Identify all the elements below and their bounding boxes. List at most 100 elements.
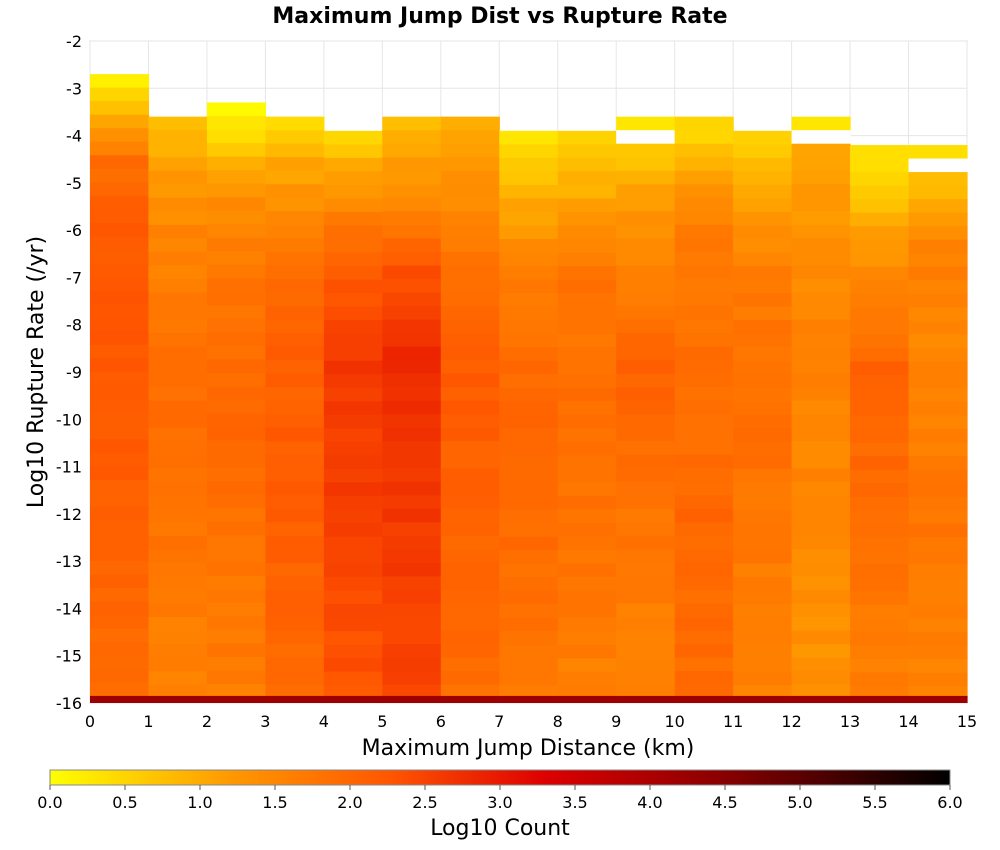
heatmap-cell: [265, 468, 325, 483]
heatmap-cell: [908, 280, 968, 295]
colorbar-ticks: 0.0 0.5 1.0 1.5 2.0 2.5 3.0 3.5 4.0 4.5 5.0 5.5 6.0: [37, 785, 963, 812]
heatmap-cell: [733, 239, 793, 254]
heatmap-cell: [382, 157, 442, 172]
heatmap-cell: [323, 644, 383, 659]
heatmap-cell: [616, 671, 676, 686]
y-tick-label: -8: [66, 316, 82, 335]
heatmap-cell: [382, 278, 442, 294]
heatmap-cell: [323, 333, 383, 348]
heatmap-cell: [616, 346, 676, 361]
heatmap-cell: [791, 319, 851, 334]
heatmap-cell: [908, 550, 968, 565]
heatmap-cell: [850, 456, 910, 471]
heatmap-cell: [791, 387, 851, 402]
colorbar-tick-label: 5.0: [787, 793, 812, 812]
heatmap-cell: [616, 603, 676, 618]
heatmap-cell: [908, 429, 968, 444]
heatmap-cell: [733, 157, 793, 173]
heatmap-cell: [440, 157, 500, 172]
heatmap-cell: [206, 264, 266, 279]
heatmap-cell: [499, 671, 559, 686]
heatmap-cell: [206, 454, 266, 469]
heatmap-cell: [148, 427, 208, 442]
heatmap-cell: [557, 671, 617, 686]
heatmap-cell: [382, 427, 442, 442]
heatmap-cell: [616, 589, 676, 605]
heatmap-cell: [733, 536, 793, 551]
heatmap-cell: [499, 252, 559, 267]
heatmap-cell: [850, 199, 910, 214]
colorbar-label: Log10 Count: [430, 816, 570, 841]
heatmap-cell: [674, 224, 734, 239]
heatmap-cell: [382, 671, 442, 686]
colorbar-tick-label: 0.5: [112, 793, 137, 812]
heatmap-cell: [499, 211, 559, 227]
heatmap-cell: [499, 590, 559, 605]
heatmap-cell: [206, 386, 266, 401]
heatmap-cell: [557, 225, 617, 240]
heatmap-cell: [382, 535, 442, 551]
heatmap-cell: [90, 344, 150, 359]
heatmap-cell: [499, 184, 559, 200]
heatmap-cell: [791, 278, 851, 294]
heatmap-cell: [674, 157, 734, 172]
heatmap-cell: [557, 239, 617, 254]
heatmap-cell: [674, 454, 734, 469]
heatmap-cell: [616, 360, 676, 375]
heatmap-cell: [791, 495, 851, 510]
heatmap-cell: [616, 292, 676, 307]
colorbar-gradient: [49, 769, 951, 786]
heatmap-cell: [206, 494, 266, 509]
heatmap-cell: [908, 307, 968, 322]
heatmap-cell: [206, 481, 266, 496]
heatmap-cell: [616, 238, 676, 253]
heatmap-cell: [850, 685, 910, 697]
heatmap-cell: [206, 278, 266, 293]
heatmap-cell: [616, 454, 676, 469]
heatmap-cell: [440, 265, 500, 280]
plot-area: [89, 40, 968, 704]
heatmap-cell: [850, 280, 910, 295]
heatmap-cell: [791, 224, 851, 239]
heatmap-cell: [674, 130, 734, 145]
heatmap-cell: [265, 441, 325, 456]
heatmap-cell: [148, 535, 208, 551]
heatmap-cell: [90, 182, 150, 197]
heatmap-cell: [148, 508, 208, 523]
heatmap-cell: [850, 537, 910, 552]
heatmap-cell: [206, 413, 266, 428]
heatmap-cell: [265, 495, 325, 510]
heatmap-cell: [499, 157, 559, 173]
heatmap-cell: [791, 603, 851, 618]
heatmap-cell: [499, 631, 559, 646]
heatmap-cell: [440, 278, 500, 294]
heatmap-cell: [616, 387, 676, 402]
x-tick-label: 12: [781, 712, 801, 731]
heatmap-cell: [908, 212, 968, 227]
heatmap-cell: [616, 197, 676, 212]
heatmap-cell: [90, 506, 150, 521]
heatmap-cell: [148, 576, 208, 591]
heatmap-cell: [908, 172, 968, 187]
heatmap-cell: [440, 684, 500, 697]
heatmap-cell: [265, 427, 325, 442]
heatmap-cell: [791, 481, 851, 496]
heatmap-cell: [499, 414, 559, 429]
heatmap-cell: [440, 644, 500, 659]
heatmap-cell: [90, 601, 150, 616]
heatmap-cell: [382, 387, 442, 402]
heatmap-cell: [791, 508, 851, 523]
heatmap-cell: [557, 631, 617, 646]
heatmap-cell: [733, 577, 793, 592]
heatmap-cell: [499, 509, 559, 524]
heatmap-cell: [323, 184, 383, 200]
heatmap-cell: [616, 684, 676, 697]
heatmap-cell: [733, 671, 793, 686]
heatmap-cell: [499, 171, 559, 186]
heatmap-cell: [265, 454, 325, 469]
heatmap-cell: [382, 346, 442, 361]
y-tick-label: -15: [56, 647, 82, 666]
heatmap-cell: [499, 563, 559, 578]
heatmap-cell: [908, 347, 968, 363]
